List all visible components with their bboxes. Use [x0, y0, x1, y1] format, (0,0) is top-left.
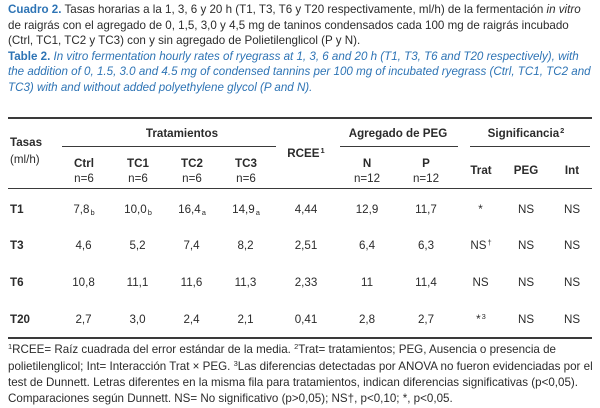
significancia-underline: [470, 146, 590, 147]
cell-peg-n: 6,4: [358, 239, 376, 252]
cell-rcee: 0,41: [294, 313, 318, 326]
cell-sig-peg: NS: [517, 276, 535, 289]
cell-sig-int: NS: [563, 276, 581, 289]
cell-ctrl: 4,6: [75, 239, 92, 252]
col-tc2-n: n=6: [182, 172, 202, 185]
row-label: T1: [10, 203, 24, 216]
col-peg-n: N: [362, 157, 372, 170]
cell-sig-peg: NS: [517, 239, 535, 252]
table-top-rule: [8, 117, 592, 119]
cell-tc2: 7,4: [183, 239, 200, 252]
cell-peg-p: 6,3: [417, 239, 435, 252]
caption-es-text-1: Tasas horarias a la 1, 3, 6 y 20 h (T1, …: [64, 3, 547, 16]
cell-rcee: 2,33: [294, 276, 318, 289]
cell-sig-peg: NS: [517, 203, 535, 216]
col-peg-n-count: n=12: [353, 172, 381, 185]
caption-es-label: Cuadro 2.: [8, 3, 62, 16]
col-tc1-n: n=6: [128, 172, 148, 185]
header-rcee: RCEE1: [287, 146, 325, 160]
col-tc3: TC3: [235, 157, 257, 170]
caption-english: Table 2. In vitro fermentation hourly ra…: [8, 49, 596, 96]
header-peg-group: Agregado de PEG: [348, 127, 448, 140]
col-sig-trat: Trat: [470, 164, 492, 177]
cell-tc2: 11,6: [180, 276, 203, 289]
col-tc1: TC1: [127, 157, 149, 170]
cell-sig-int: NS: [563, 203, 581, 216]
cell-peg-p: 11,7: [415, 203, 437, 216]
col-ctrl: Ctrl: [74, 157, 94, 170]
caption-es-text-2: de raigrás con el agregado de 0, 1,5, 3,…: [8, 18, 569, 48]
cell-ctrl: 7,8b: [73, 203, 95, 217]
header-tratamientos: Tratamientos: [145, 127, 219, 140]
cell-rcee: 4,44: [294, 203, 318, 216]
cell-peg-n: 12,9: [355, 203, 379, 216]
col-peg-p: P: [422, 157, 430, 170]
peg-underline: [340, 146, 458, 147]
cell-sig-int: NS: [563, 239, 581, 252]
tratamientos-underline: [62, 146, 276, 147]
cell-tc3: 14,9a: [232, 203, 260, 217]
header-tasas: Tasas: [10, 136, 43, 149]
table-footnote: 1RCEE= Raíz cuadrada del error estándar …: [8, 342, 593, 405]
caption-spanish: Cuadro 2. Tasas horarias a la 1, 3, 6 y …: [8, 2, 596, 49]
cell-sig-trat: *3: [476, 312, 486, 326]
cell-tc2: 2,4: [183, 313, 200, 326]
cell-tc1: 10,0b: [124, 203, 152, 217]
col-sig-peg: PEG: [513, 164, 539, 177]
table-bottom-rule: [8, 337, 592, 339]
cell-ctrl: 2,7: [75, 313, 92, 326]
cell-tc3: 8,2: [237, 239, 254, 252]
col-sig-int: Int: [564, 164, 580, 177]
col-peg-p-count: n=12: [412, 172, 440, 185]
cell-tc3: 11,3: [234, 276, 257, 289]
cell-sig-trat: NS†: [470, 238, 492, 252]
cell-tc1: 11,1: [126, 276, 149, 289]
caption-en-text: In vitro fermentation hourly rates of ry…: [8, 49, 591, 94]
cell-tc2: 16,4a: [178, 203, 206, 217]
col-tc3-n: n=6: [236, 172, 256, 185]
col-tc2: TC2: [181, 157, 203, 170]
col-ctrl-n: n=6: [74, 172, 94, 185]
table-caption: Cuadro 2. Tasas horarias a la 1, 3, 6 y …: [8, 2, 596, 95]
cell-rcee: 2,51: [294, 239, 318, 252]
cell-peg-p: 2,7: [417, 313, 435, 326]
row-label: T6: [10, 276, 24, 289]
cell-sig-trat: *: [478, 203, 483, 216]
cell-ctrl: 10,8: [72, 276, 95, 289]
cell-tc3: 2,1: [237, 313, 254, 326]
cell-peg-n: 11: [360, 276, 374, 289]
header-unit: (ml/h): [10, 153, 40, 166]
cell-peg-n: 2,8: [358, 313, 376, 326]
cell-peg-p: 11,4: [415, 276, 437, 289]
table-header-rule: [8, 188, 592, 189]
cell-sig-int: NS: [563, 313, 581, 326]
caption-es-italic: in vitro: [546, 3, 581, 16]
caption-en-label: Table 2.: [8, 49, 51, 63]
cell-sig-peg: NS: [517, 313, 535, 326]
row-label: T20: [10, 313, 30, 326]
header-significancia: Significancia2: [487, 126, 565, 140]
cell-tc1: 5,2: [129, 239, 146, 252]
cell-sig-trat: NS: [472, 276, 489, 289]
row-label: T3: [10, 239, 24, 252]
cell-tc1: 3,0: [129, 313, 146, 326]
